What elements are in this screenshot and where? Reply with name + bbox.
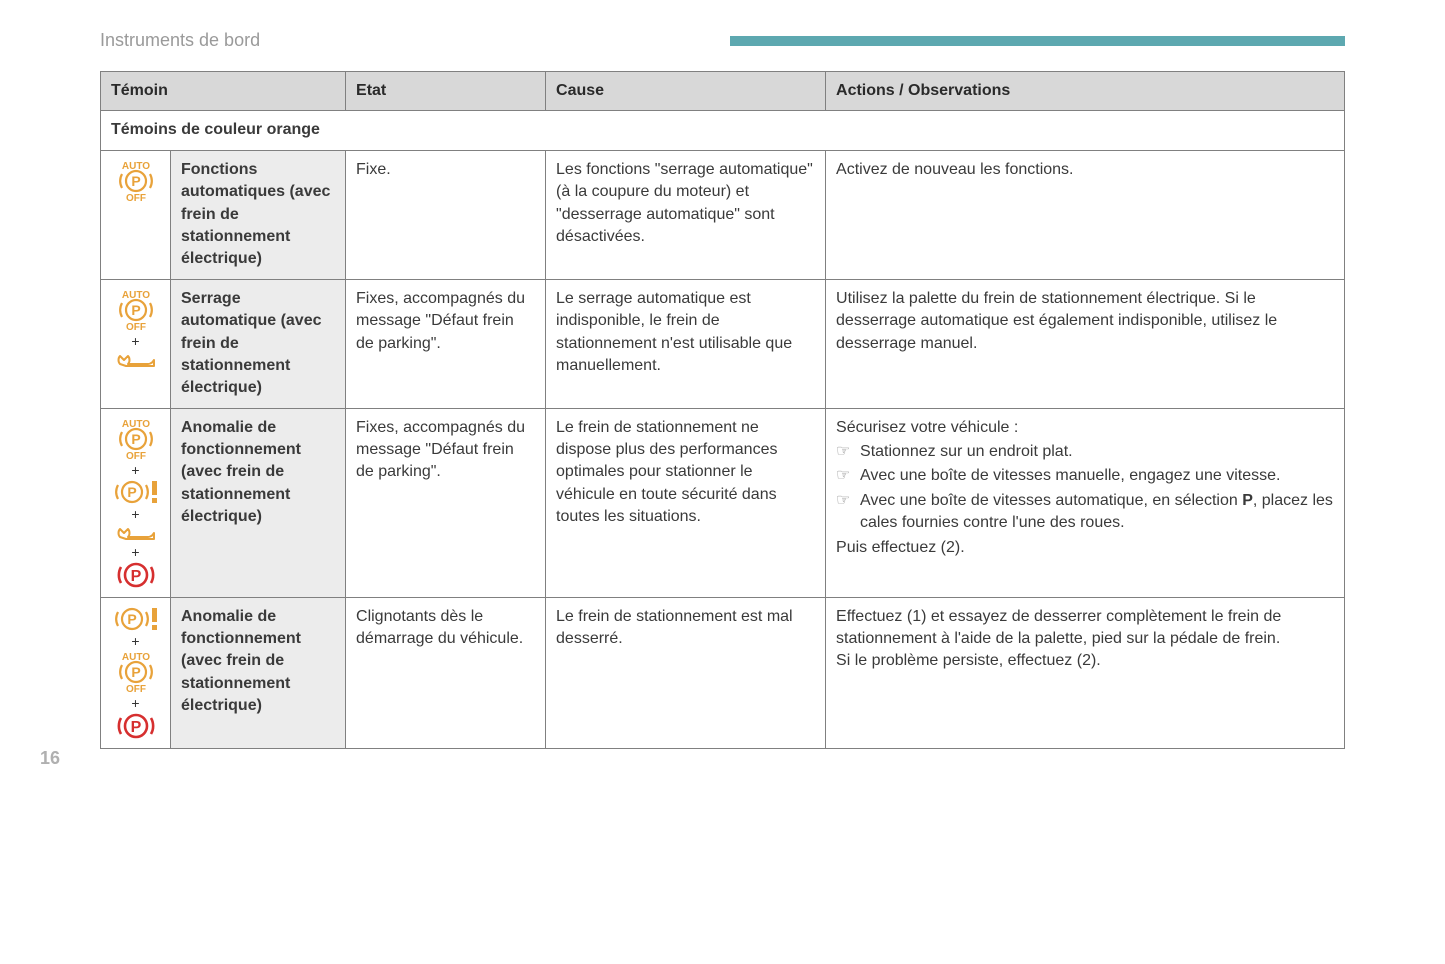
cause-cell: Les fonctions "serrage automatique" (à l…	[546, 150, 826, 279]
actions-intro: Sécurisez votre véhicule :	[836, 417, 1334, 439]
list-item: Stationnez sur un endroit plat.	[836, 441, 1334, 463]
list-item: Avec une boîte de vitesses automatique, …	[836, 490, 1334, 535]
parking-brake-icon: P	[112, 712, 160, 740]
parking-brake-fault-icon: P	[110, 479, 162, 505]
plus-separator: +	[131, 507, 139, 521]
table-row: AUTO P OFF + Serrage automatique (avec f…	[101, 279, 1345, 408]
page-section-title: Instruments de bord	[100, 30, 260, 51]
table-row: AUTO P OFF + P + + P Anomalie de fonctio…	[101, 408, 1345, 597]
etat-cell: Clignotants dès le démarrage du véhicule…	[346, 597, 546, 748]
etat-cell: Fixes, accompagnés du message "Défaut fr…	[346, 279, 546, 408]
etat-cell: Fixe.	[346, 150, 546, 279]
page-number: 16	[40, 748, 60, 769]
svg-text:OFF: OFF	[126, 322, 146, 332]
icon-cell: AUTO P OFF +	[101, 279, 171, 408]
section-title: Témoins de couleur orange	[101, 111, 1345, 150]
plus-separator: +	[131, 545, 139, 559]
svg-text:P: P	[127, 611, 136, 627]
svg-text:P: P	[131, 302, 140, 318]
parking-auto-off-icon: AUTO P OFF	[112, 417, 160, 461]
actions-text: Activez de nouveau les fonctions.	[836, 161, 1073, 178]
actions-text: Utilisez la palette du frein de stationn…	[836, 290, 1277, 352]
cause-cell: Le serrage automatique est indisponible,…	[546, 279, 826, 408]
indicator-label: Fonctions automatiques (avec frein de st…	[171, 150, 346, 279]
list-item: Avec une boîte de vitesses manuelle, eng…	[836, 465, 1334, 487]
plus-separator: +	[131, 334, 139, 348]
icon-cell: AUTO P OFF + P + + P	[101, 408, 171, 597]
svg-text:OFF: OFF	[126, 684, 146, 694]
col-header-temoin: Témoin	[101, 72, 346, 111]
parking-auto-off-icon: AUTO P OFF	[112, 650, 160, 694]
parking-auto-off-icon: AUTO P OFF	[112, 288, 160, 332]
parking-brake-fault-icon: P	[110, 606, 162, 632]
svg-text:OFF: OFF	[126, 451, 146, 461]
indicator-label: Anomalie de fonctionnement (avec frein d…	[171, 408, 346, 597]
actions-bullets: Stationnez sur un endroit plat.Avec une …	[836, 441, 1334, 535]
svg-text:P: P	[127, 484, 136, 500]
actions-cell: Sécurisez votre véhicule :Stationnez sur…	[826, 408, 1345, 597]
actions-text: Effectuez (1) et essayez de desserrer co…	[836, 608, 1281, 670]
svg-text:P: P	[131, 173, 140, 189]
icon-cell: AUTO P OFF	[101, 150, 171, 279]
plus-separator: +	[131, 696, 139, 710]
svg-text:P: P	[130, 568, 141, 585]
icon-cell: P + AUTO P OFF + P	[101, 597, 171, 748]
actions-outro: Puis effectuez (2).	[836, 537, 1334, 559]
svg-text:OFF: OFF	[126, 193, 146, 203]
parking-brake-icon: P	[112, 561, 160, 589]
indicator-label: Serrage automatique (avec frein de stati…	[171, 279, 346, 408]
warning-lights-table: Témoin Etat Cause Actions / Observations…	[100, 71, 1345, 749]
col-header-actions: Actions / Observations	[826, 72, 1345, 111]
svg-text:P: P	[131, 431, 140, 447]
svg-text:P: P	[130, 719, 141, 736]
plus-separator: +	[131, 634, 139, 648]
cause-cell: Le frein de stationnement est mal desser…	[546, 597, 826, 748]
wrench-icon	[114, 350, 158, 370]
table-row: P + AUTO P OFF + P Anomalie de fonctionn…	[101, 597, 1345, 748]
plus-separator: +	[131, 463, 139, 477]
actions-cell: Effectuez (1) et essayez de desserrer co…	[826, 597, 1345, 748]
svg-text:P: P	[131, 664, 140, 680]
etat-cell: Fixes, accompagnés du message "Défaut fr…	[346, 408, 546, 597]
col-header-etat: Etat	[346, 72, 546, 111]
actions-cell: Utilisez la palette du frein de stationn…	[826, 279, 1345, 408]
indicator-label: Anomalie de fonctionnement (avec frein d…	[171, 597, 346, 748]
actions-cell: Activez de nouveau les fonctions.	[826, 150, 1345, 279]
table-row: AUTO P OFF Fonctions automatiques (avec …	[101, 150, 1345, 279]
col-header-cause: Cause	[546, 72, 826, 111]
parking-auto-off-icon: AUTO P OFF	[112, 159, 160, 203]
cause-cell: Le frein de stationnement ne dispose plu…	[546, 408, 826, 597]
wrench-icon	[114, 523, 158, 543]
header-accent-bar	[730, 36, 1345, 46]
